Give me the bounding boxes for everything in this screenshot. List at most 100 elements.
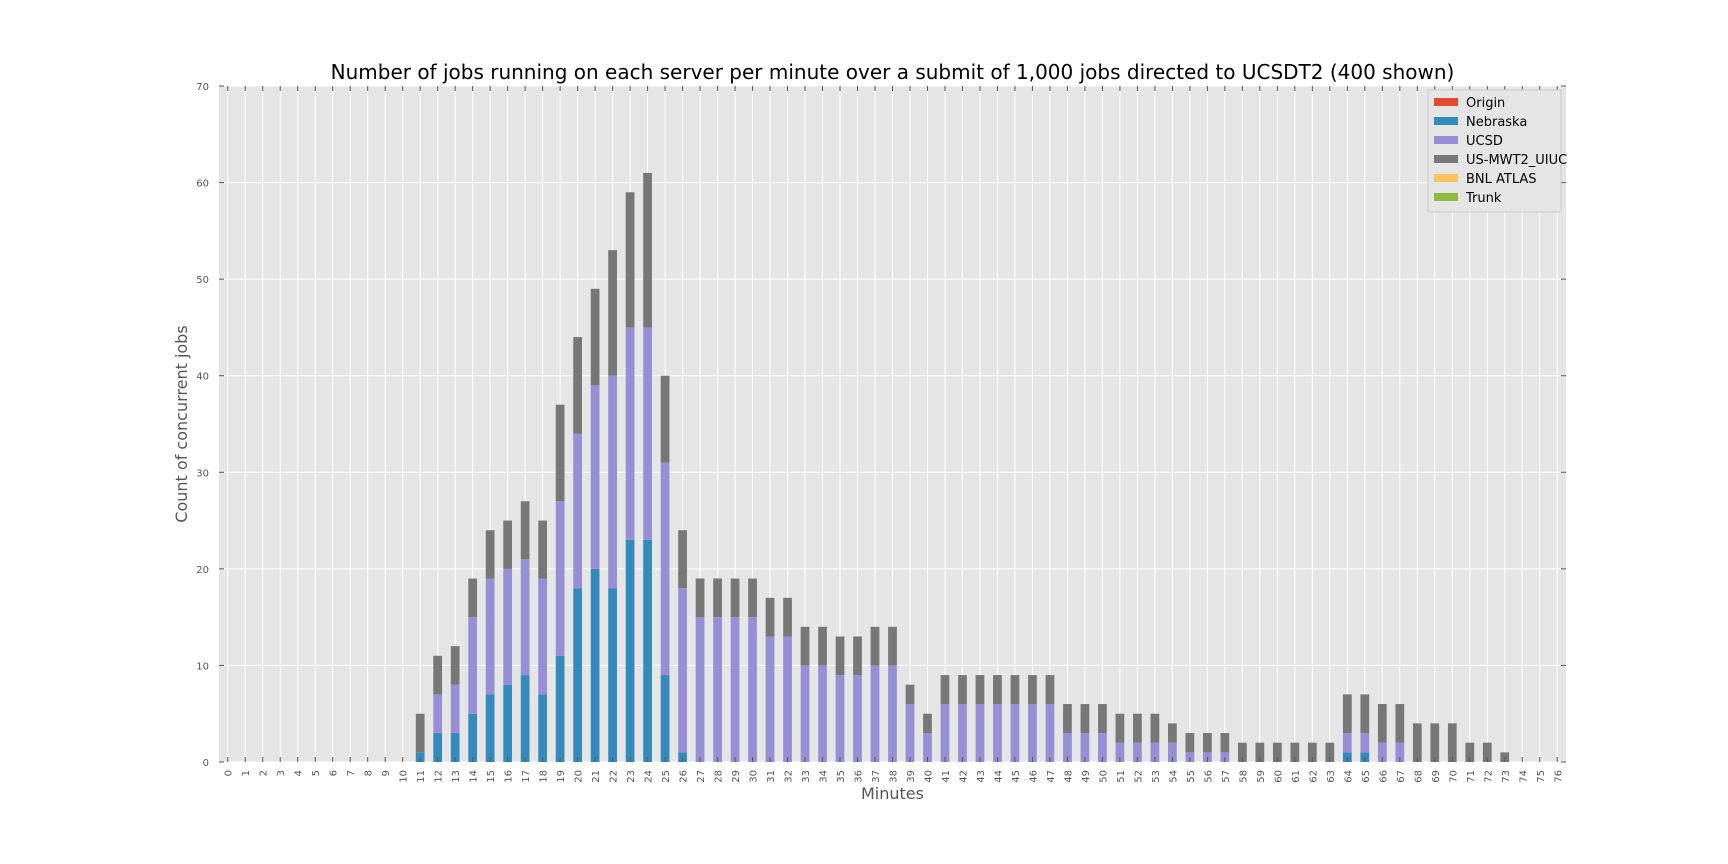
bar-us-mwt2-uiuc [1237, 742, 1247, 762]
x-tick-label: 45 [1011, 770, 1022, 783]
x-tick-label: 64 [1343, 770, 1354, 783]
bar-us-mwt2-uiuc [1325, 742, 1335, 762]
bar-us-mwt2-uiuc [590, 288, 600, 386]
x-tick-label: 44 [993, 770, 1004, 783]
x-tick-label: 8 [364, 770, 375, 776]
legend-label: US-MWT2_UIUC [1466, 153, 1567, 168]
legend-swatch [1434, 155, 1458, 163]
bar-ucsd [1115, 742, 1125, 762]
legend-label: Trunk [1465, 191, 1502, 206]
y-tick-label: 10 [196, 661, 209, 672]
x-tick-label: 38 [889, 770, 900, 783]
bar-nebraska [590, 568, 600, 762]
x-tick-label: 32 [784, 770, 795, 783]
bar-ucsd [800, 665, 810, 762]
x-tick-label: 35 [836, 770, 847, 783]
bar-us-mwt2-uiuc [975, 675, 985, 705]
bar-us-mwt2-uiuc [1028, 675, 1037, 705]
bar-ucsd [695, 617, 705, 762]
bar-us-mwt2-uiuc [958, 675, 967, 705]
bar-us-mwt2-uiuc [1290, 742, 1300, 762]
legend-swatch [1434, 98, 1458, 106]
bar-us-mwt2-uiuc [888, 626, 897, 666]
bar-ucsd [835, 675, 845, 762]
x-tick-label: 39 [906, 770, 917, 783]
bar-us-mwt2-uiuc [520, 501, 530, 560]
bar-nebraska [538, 694, 548, 762]
bar-ucsd [730, 617, 740, 762]
bar-ucsd [660, 462, 670, 676]
bar-nebraska [573, 588, 582, 762]
x-tick-label: 68 [1413, 770, 1424, 783]
bar-nebraska [485, 694, 495, 762]
x-tick-label: 50 [1098, 770, 1109, 783]
bar-ucsd [1395, 742, 1405, 762]
x-tick-label: 12 [434, 770, 445, 783]
x-tick-label: 19 [556, 770, 567, 783]
bar-us-mwt2-uiuc [1063, 704, 1072, 734]
bar-us-mwt2-uiuc [713, 578, 722, 618]
bar-us-mwt2-uiuc [625, 192, 635, 328]
bar-us-mwt2-uiuc [835, 636, 845, 676]
x-tick-label: 58 [1238, 770, 1249, 783]
bar-us-mwt2-uiuc [660, 375, 670, 463]
x-tick-label: 21 [591, 770, 602, 783]
bar-us-mwt2-uiuc [1465, 742, 1475, 762]
x-tick-label: 14 [469, 770, 480, 783]
legend-box [1427, 89, 1562, 213]
x-tick-label: 61 [1291, 770, 1302, 783]
x-tick-label: 18 [539, 770, 550, 783]
x-tick-label: 62 [1308, 770, 1319, 783]
bar-ucsd [678, 588, 687, 753]
x-tick-label: 55 [1186, 770, 1197, 783]
bar-us-mwt2-uiuc [538, 520, 548, 579]
x-tick-label: 47 [1046, 770, 1057, 783]
bar-nebraska [433, 733, 443, 762]
bar-nebraska [608, 588, 617, 762]
bar-us-mwt2-uiuc [1220, 733, 1230, 753]
x-tick-label: 67 [1396, 770, 1407, 783]
legend-swatch [1434, 117, 1458, 125]
x-tick-label: 2 [259, 770, 270, 776]
bar-ucsd [783, 636, 792, 762]
x-tick-label: 29 [731, 770, 742, 783]
bar-ucsd [853, 675, 862, 762]
x-tick-label: 51 [1116, 770, 1127, 783]
bar-us-mwt2-uiuc [1098, 704, 1107, 734]
x-tick-label: 15 [486, 770, 497, 783]
x-tick-label: 75 [1536, 770, 1547, 783]
x-tick-label: 17 [521, 770, 532, 783]
bar-nebraska [450, 733, 460, 762]
bar-us-mwt2-uiuc [450, 646, 460, 685]
bar-ucsd [1377, 742, 1387, 762]
bar-us-mwt2-uiuc [1342, 694, 1352, 734]
bar-ucsd [748, 617, 757, 762]
bar-us-mwt2-uiuc [1430, 723, 1440, 762]
x-tick-label: 7 [346, 770, 357, 776]
bar-us-mwt2-uiuc [800, 626, 810, 666]
x-tick-label: 27 [696, 770, 707, 783]
x-tick-label: 60 [1273, 770, 1284, 783]
bar-ucsd [975, 704, 985, 762]
bar-us-mwt2-uiuc [485, 530, 495, 579]
bar-us-mwt2-uiuc [765, 597, 775, 637]
x-tick-label: 40 [923, 770, 934, 783]
bar-ucsd [765, 636, 775, 762]
chart-title: Number of jobs running on each server pe… [331, 60, 1455, 84]
x-tick-label: 11 [416, 770, 427, 783]
x-tick-label: 74 [1518, 770, 1529, 783]
bar-us-mwt2-uiuc [1360, 694, 1370, 734]
bar-us-mwt2-uiuc [1203, 733, 1212, 753]
bar-us-mwt2-uiuc [678, 530, 687, 589]
bar-us-mwt2-uiuc [1168, 723, 1177, 743]
x-tick-label: 37 [871, 770, 882, 783]
y-tick-label: 20 [196, 565, 209, 576]
bar-us-mwt2-uiuc [940, 675, 950, 705]
bar-us-mwt2-uiuc [730, 578, 740, 618]
x-tick-label: 36 [854, 770, 865, 783]
x-tick-label: 65 [1361, 770, 1372, 783]
bar-us-mwt2-uiuc [1377, 704, 1387, 743]
x-tick-label: 0 [224, 770, 235, 776]
legend: Origin Nebraska UCSD US-MWT2_UIUC BNL ATLAS T… [1427, 89, 1567, 213]
legend-label: UCSD [1466, 134, 1503, 149]
